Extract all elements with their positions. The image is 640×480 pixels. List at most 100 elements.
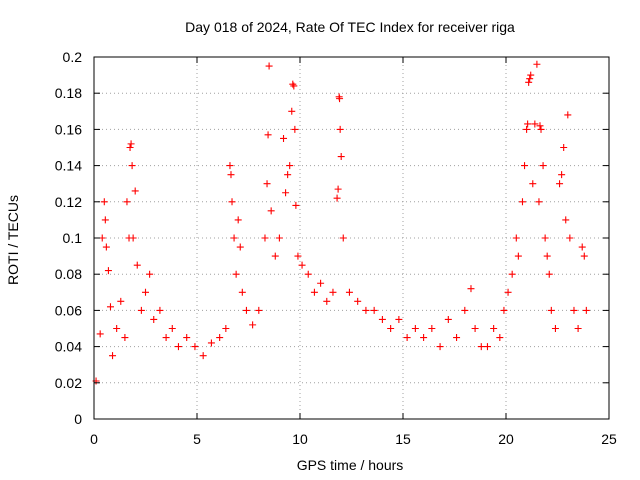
data-point <box>471 325 479 332</box>
data-point <box>127 140 135 148</box>
data-point <box>207 339 215 347</box>
data-point <box>174 343 182 351</box>
data-point <box>290 82 298 90</box>
data-point <box>334 185 342 193</box>
data-point <box>533 60 541 68</box>
data-point <box>387 325 395 332</box>
data-point <box>508 270 516 278</box>
data-point <box>537 125 545 133</box>
data-point <box>531 120 539 128</box>
y-tick-label: 0.04 <box>55 339 82 355</box>
data-point <box>566 234 574 242</box>
data-point <box>354 297 362 305</box>
y-tick-label: 0.08 <box>55 266 82 282</box>
data-point <box>183 334 191 342</box>
data-point <box>106 303 114 311</box>
y-tick-label: 0.14 <box>55 158 82 174</box>
data-point <box>137 306 145 314</box>
data-point <box>267 207 275 215</box>
chart-title: Day 018 of 2024, Rate Of TEC Index for r… <box>185 19 515 35</box>
y-tick-label: 0.18 <box>55 85 82 101</box>
data-point <box>131 187 139 195</box>
data-point <box>436 343 444 351</box>
data-point <box>228 198 236 206</box>
data-point <box>329 288 337 296</box>
data-point <box>556 180 564 188</box>
x-tick-label: 0 <box>90 431 98 447</box>
data-point <box>562 216 570 224</box>
data-point <box>113 325 121 332</box>
data-point <box>333 194 341 202</box>
data-point <box>191 343 199 351</box>
data-point <box>298 261 306 269</box>
data-point <box>226 162 234 170</box>
data-point <box>282 189 290 197</box>
data-point <box>150 315 158 323</box>
data-point <box>265 62 273 70</box>
data-point <box>317 279 325 287</box>
y-tick-label: 0 <box>74 411 82 427</box>
data-point <box>529 180 537 188</box>
y-tick-label: 0.12 <box>55 194 82 210</box>
data-point <box>477 343 485 351</box>
data-point <box>582 306 590 314</box>
data-point <box>500 306 508 314</box>
data-point <box>310 288 318 296</box>
data-point <box>261 234 269 242</box>
data-point <box>238 288 246 296</box>
data-points <box>92 60 590 385</box>
data-point <box>336 125 344 133</box>
data-point <box>535 198 543 206</box>
y-tick-label: 0.02 <box>55 375 82 391</box>
data-point <box>428 325 436 332</box>
data-point <box>275 234 283 242</box>
data-point <box>156 306 164 314</box>
data-point <box>453 334 461 342</box>
data-point <box>126 144 134 151</box>
data-point <box>524 120 532 128</box>
data-point <box>525 78 533 86</box>
data-point <box>199 352 207 360</box>
x-tick-label: 15 <box>395 431 411 447</box>
x-tick-label: 10 <box>292 431 308 447</box>
y-tick-label: 0.1 <box>63 230 83 246</box>
data-point <box>564 111 572 119</box>
data-point <box>263 180 271 188</box>
x-axis-label: GPS time / hours <box>297 457 404 473</box>
data-point <box>574 325 582 332</box>
data-point <box>288 107 296 115</box>
data-point <box>96 330 104 338</box>
data-point <box>543 252 551 260</box>
data-point <box>444 315 452 323</box>
y-tick-label: 0.2 <box>63 49 83 65</box>
data-point <box>222 325 230 332</box>
data-point <box>100 198 108 206</box>
data-point <box>280 134 288 142</box>
data-point <box>133 261 141 269</box>
axis-ticks: 0 0.02 0.04 0.06 0.08 0.1 0.12 0.14 0.16 0.18 0.2 0… <box>55 49 617 447</box>
data-point <box>411 325 419 332</box>
data-point <box>284 171 292 179</box>
plot-frame <box>93 56 610 420</box>
data-point <box>232 270 240 278</box>
data-point <box>291 125 299 133</box>
x-tick-label: 25 <box>601 431 617 447</box>
data-point <box>526 75 534 83</box>
data-point <box>570 306 578 314</box>
data-point <box>560 144 568 151</box>
grid <box>94 57 609 419</box>
data-point <box>461 306 469 314</box>
data-point <box>339 234 347 242</box>
data-point <box>271 252 279 260</box>
data-point <box>518 198 526 206</box>
data-point <box>146 270 154 278</box>
data-point <box>345 288 353 296</box>
data-point <box>142 288 149 296</box>
data-point <box>336 95 344 103</box>
data-point <box>514 252 522 260</box>
data-point <box>504 288 512 296</box>
data-point <box>123 198 131 206</box>
data-point <box>286 162 294 170</box>
data-point <box>289 80 297 88</box>
